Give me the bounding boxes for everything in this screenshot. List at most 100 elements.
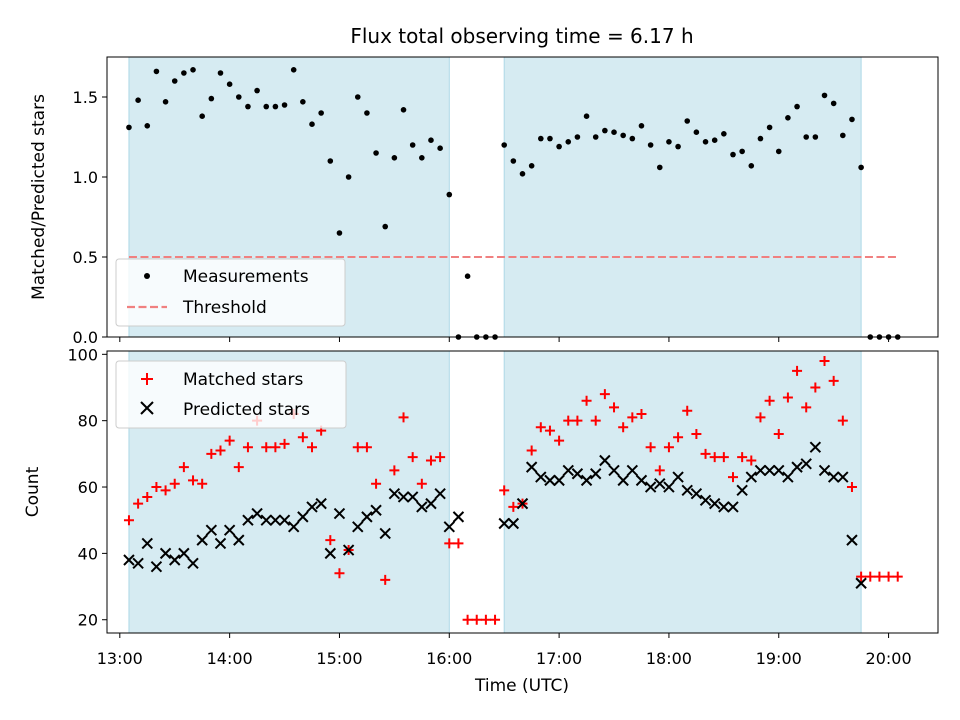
matched-stars-point	[865, 571, 876, 582]
matched-stars-point	[746, 455, 757, 466]
matched-stars-point	[142, 491, 153, 502]
measurement-point	[693, 129, 700, 135]
measurement-point	[226, 81, 233, 87]
matched-stars-point	[572, 415, 583, 426]
measurement-point	[775, 148, 782, 155]
measurement-point	[675, 143, 681, 150]
predicted-stars-point	[178, 547, 190, 560]
bottom-y-tick-label: 80	[78, 412, 98, 431]
predicted-stars-point	[315, 497, 327, 510]
predicted-stars-point	[379, 527, 391, 540]
matched-stars-point	[874, 571, 885, 582]
legend-measurements-marker	[144, 273, 150, 279]
top-y-tick-label: 1.0	[73, 168, 98, 187]
predicted-stars-point	[754, 464, 767, 477]
measurement-point	[272, 103, 279, 110]
measurement-point	[373, 150, 379, 156]
predicted-stars-point	[708, 497, 721, 510]
predicted-stars-point	[452, 511, 465, 523]
measurement-point	[364, 110, 370, 116]
predicted-stars-point	[233, 534, 245, 546]
predicted-stars-point	[150, 560, 163, 573]
legend-matched-marker	[141, 373, 153, 385]
measurement-point	[849, 116, 855, 123]
measurement-point	[135, 97, 141, 103]
predicted-stars-point	[663, 481, 675, 493]
matched-stars-point	[764, 395, 775, 406]
predicted-stars-point	[718, 501, 730, 513]
measurement-point	[428, 137, 434, 143]
predicted-stars-point	[516, 497, 529, 510]
predicted-stars-points	[123, 441, 867, 589]
x-tick-label: 17:00	[536, 649, 582, 668]
matched-stars-point	[371, 478, 382, 489]
predicted-stars-point	[141, 537, 153, 550]
predicted-stars-point	[827, 471, 840, 483]
measurement-point	[391, 155, 398, 161]
bottom-y-tick-label: 60	[78, 478, 98, 497]
predicted-stars-point	[773, 464, 785, 477]
measurement-point	[547, 135, 553, 142]
predicted-stars-point	[626, 464, 639, 477]
matched-stars-point	[462, 614, 473, 625]
predicted-stars-point	[535, 471, 547, 483]
top-y-tick-label: 0.5	[73, 248, 98, 267]
legend-measurements-label: Measurements	[183, 267, 309, 287]
predicted-stars-point	[507, 517, 520, 530]
measurement-point	[647, 142, 654, 148]
matched-stars-point	[361, 442, 372, 453]
matched-stars-point	[792, 365, 803, 376]
matched-stars-point	[233, 462, 244, 473]
top-legend: Measurements Threshold	[115, 258, 346, 327]
matched-stars-point	[691, 428, 702, 439]
measurement-point	[830, 100, 837, 107]
measurement-point	[565, 139, 572, 145]
predicted-stars-point	[818, 464, 831, 477]
x-tick-label: 19:00	[756, 649, 802, 668]
matched-stars-point	[581, 395, 592, 406]
predicted-stars-point	[306, 501, 318, 513]
bottom-panel: 20 40 60 80 100 13:00 14:00 15:00 16:00 17:00 18:…	[23, 345, 939, 696]
measurement-point	[464, 273, 471, 280]
predicted-stars-point	[223, 524, 236, 536]
predicted-stars-point	[370, 504, 382, 516]
predicted-stars-point	[324, 547, 337, 560]
matched-stars-point	[526, 445, 537, 456]
measurement-point	[538, 135, 544, 142]
shaded-interval-2	[503, 56, 862, 338]
measurement-point	[602, 127, 608, 134]
matched-stars-point	[398, 412, 409, 423]
predicted-stars-point	[406, 491, 419, 503]
measurement-point	[235, 94, 242, 100]
predicted-stars-point	[745, 471, 758, 483]
measurement-point	[437, 145, 443, 151]
bottom-y-tick-label: 100	[67, 345, 98, 364]
predicted-stars-point	[278, 514, 291, 526]
predicted-stars-point	[205, 524, 218, 536]
measurement-point	[858, 164, 864, 171]
matched-stars-point	[828, 375, 839, 386]
matched-stars-point	[590, 415, 601, 426]
predicted-stars-point	[654, 477, 666, 490]
predicted-stars-point	[260, 514, 272, 526]
measurement-point	[583, 113, 590, 119]
matched-stars-point	[215, 445, 226, 456]
measurement-point	[144, 123, 151, 129]
matched-stars-point	[563, 415, 574, 426]
predicted-stars-point	[196, 534, 208, 546]
matched-stars-point	[380, 574, 391, 585]
legend-predicted-label: Predicted stars	[183, 400, 310, 420]
matched-stars-points	[123, 355, 903, 625]
matched-stars-point	[700, 448, 711, 459]
predicted-stars-point	[690, 487, 703, 500]
legend-threshold-label: Threshold	[182, 298, 267, 318]
matched-stars-point	[636, 409, 647, 420]
predicted-stars-point	[855, 577, 867, 589]
predicted-stars-point	[599, 454, 611, 467]
measurement-point	[592, 134, 599, 140]
measurement-point	[309, 121, 315, 127]
measurement-point	[254, 87, 260, 94]
predicted-stars-point	[846, 534, 858, 546]
bottom-plot-frame	[106, 350, 939, 634]
matched-stars-point	[755, 412, 766, 423]
